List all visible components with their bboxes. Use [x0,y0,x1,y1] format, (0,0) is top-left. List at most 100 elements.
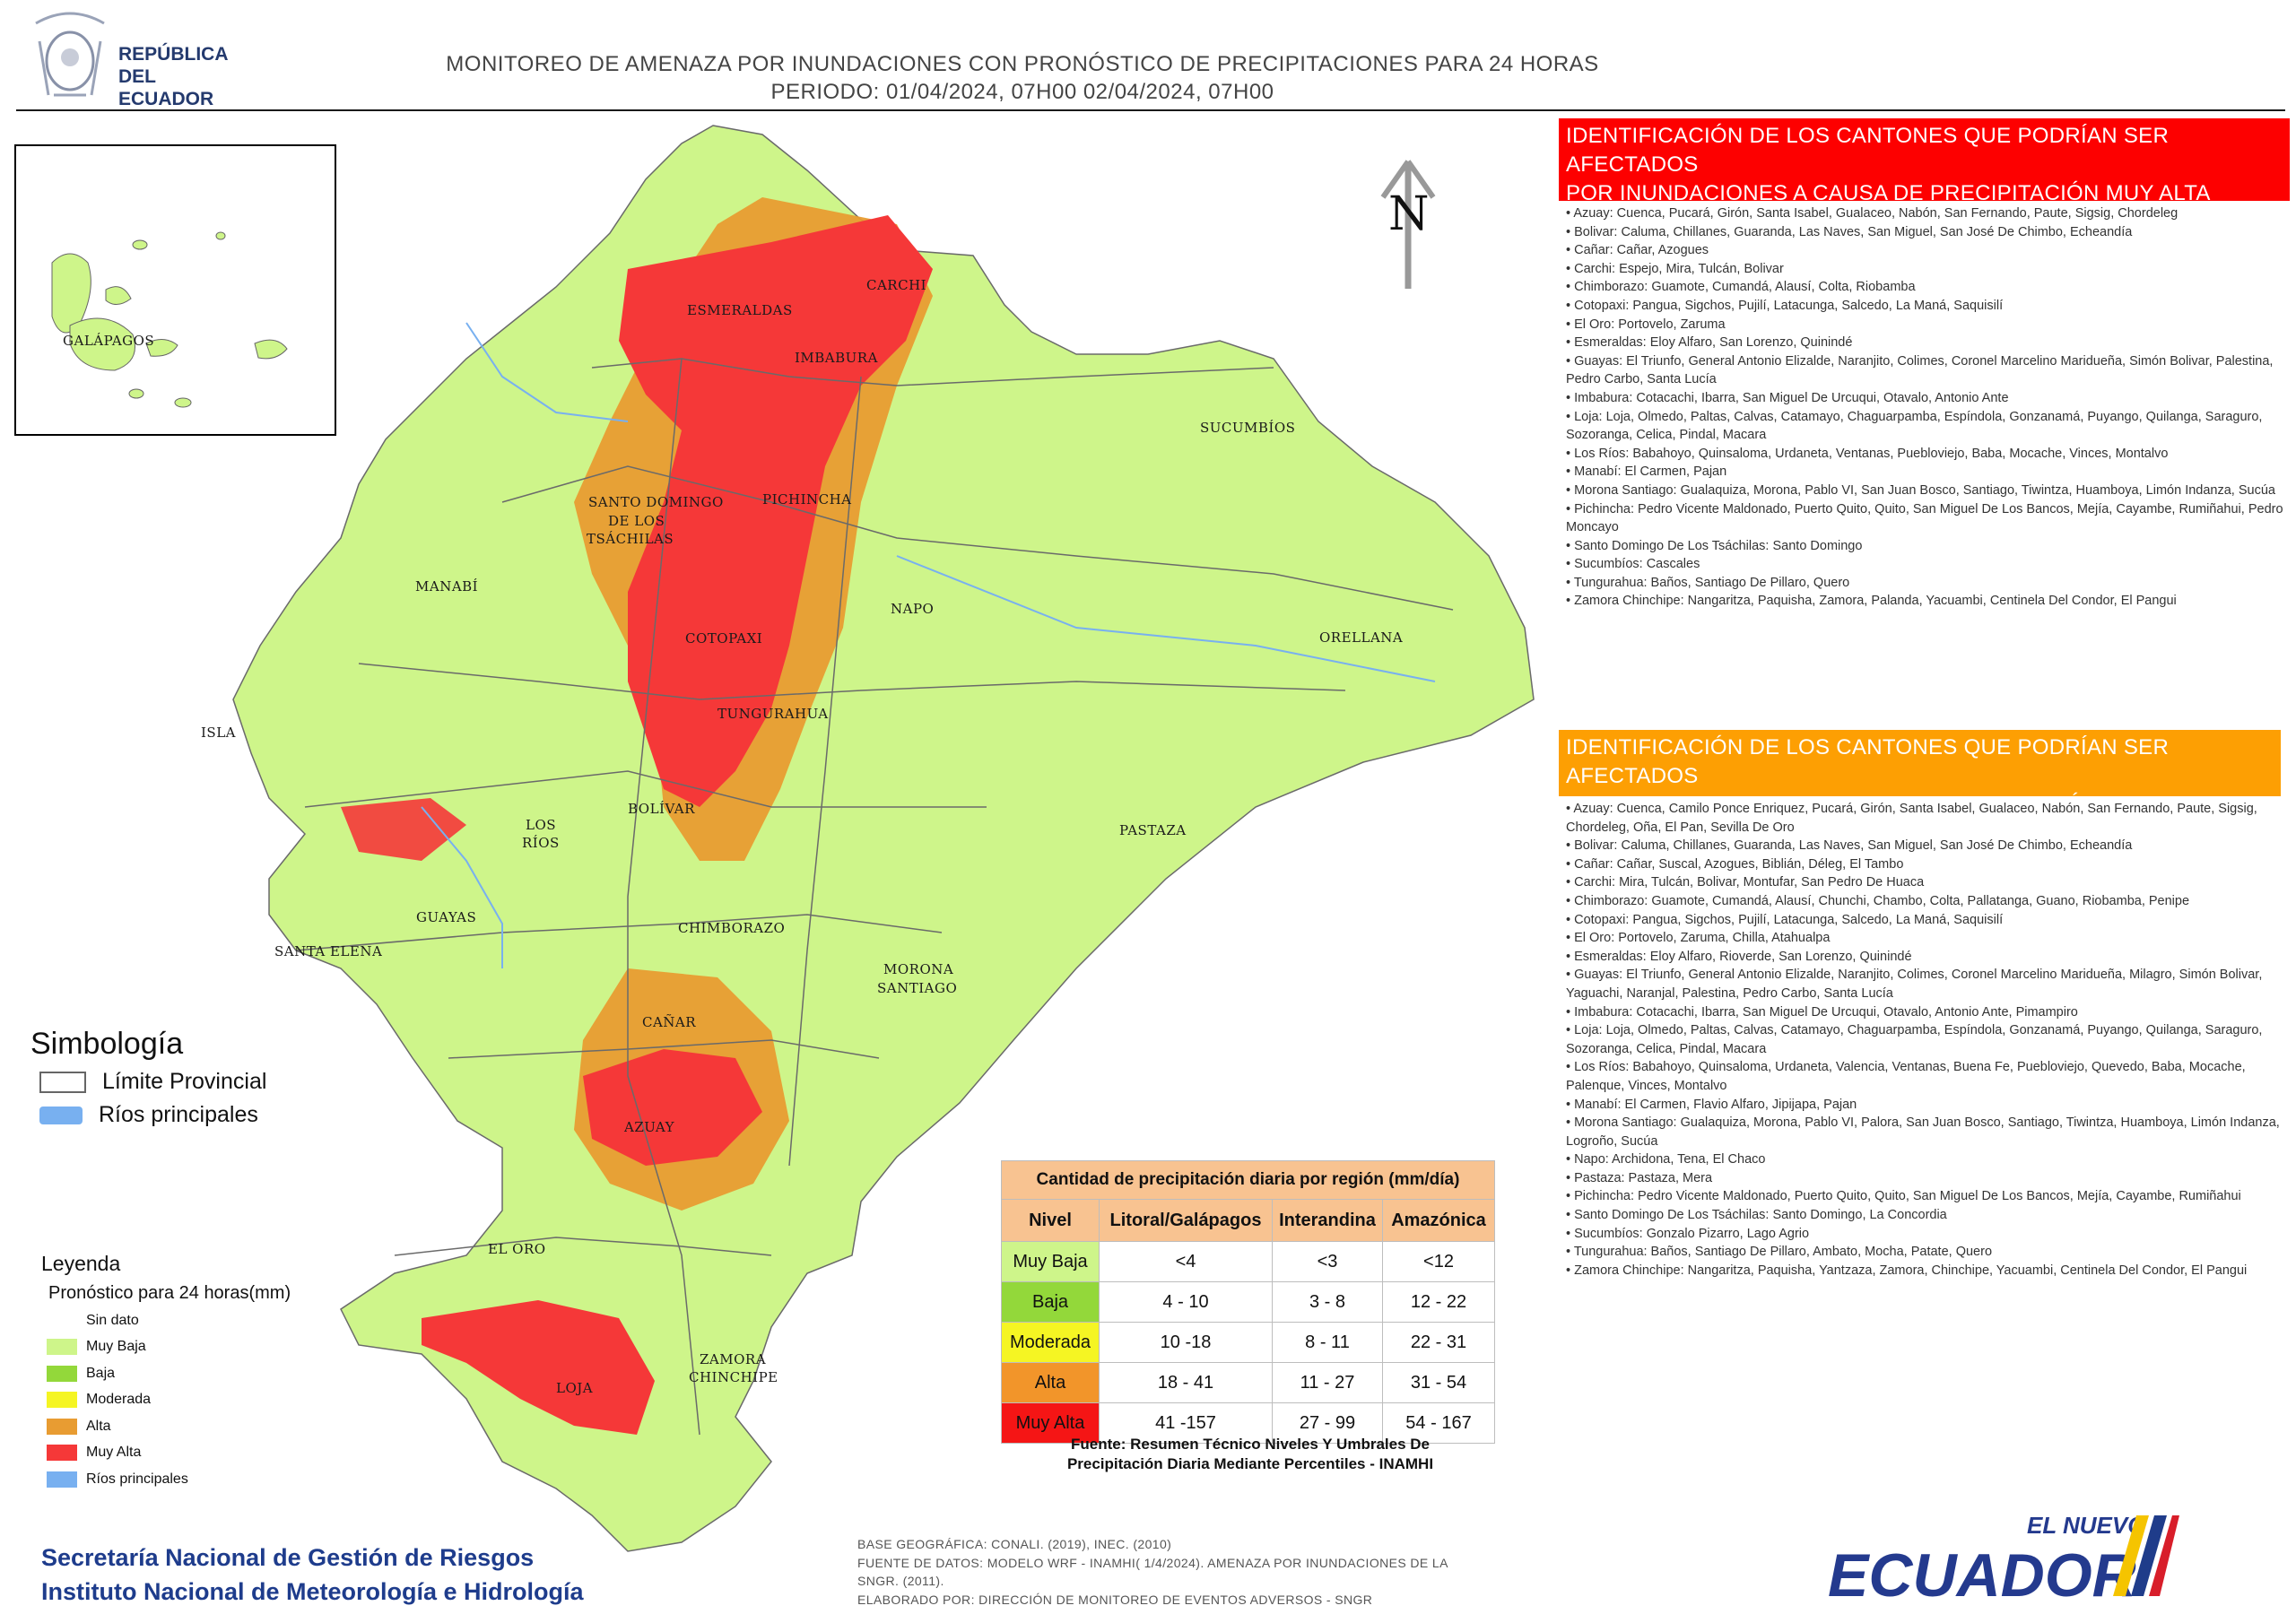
muy-alta-zone-north [619,215,933,807]
table-cell: 41 -157 [1099,1402,1273,1444]
map-title: MONITOREO DE AMENAZA POR INUNDACIONES CO… [446,52,1599,76]
table-caption: Cantidad de precipitación diaria por reg… [1001,1160,1495,1200]
table-source: Fuente: Resumen Técnico Niveles Y Umbral… [1001,1435,1500,1474]
canton-list-item: Carchi: Mira, Tulcán, Bolivar, Montufar,… [1566,873,2281,892]
table-level-cell: Muy Alta [1001,1402,1100,1444]
table-cell: <3 [1272,1241,1383,1282]
label-napo: NAPO [891,601,934,617]
label-santa-elena: SANTA ELENA [274,943,382,959]
legend: Leyenda Pronóstico para 24 horas(mm) Sin… [41,1252,291,1493]
canton-list-item: Azuay: Cuenca, Camilo Ponce Enriquez, Pu… [1566,800,2281,837]
canton-list-item: Morona Santiago: Gualaquiza, Morona, Pab… [1566,1114,2281,1150]
table-source-line-1: Fuente: Resumen Técnico Niveles Y Umbral… [1071,1436,1430,1453]
table-level-cell: Moderada [1001,1322,1100,1363]
symbology-label: Límite Provincial [102,1069,267,1094]
muy-alta-zone-loja [422,1300,655,1435]
table-cell: 18 - 41 [1099,1362,1273,1403]
map-header: MONITOREO DE AMENAZA POR INUNDACIONES CO… [395,50,1650,106]
legend-item: Sin dato [47,1307,291,1334]
legend-item: Muy Baja [47,1334,291,1361]
label-el-oro: EL ORO [488,1241,546,1257]
table-row: Moderada 10 -18 8 - 11 22 - 31 [1001,1322,1495,1363]
label-loja: LOJA [556,1380,593,1396]
muy-alta-title-line-1: IDENTIFICACIÓN DE LOS CANTONES QUE PODRÍ… [1566,124,2170,177]
el-nuevo-ecuador-logo: EL NUEVO ECUADOR [1821,1506,2179,1614]
canton-list-item: Loja: Loja, Olmedo, Paltas, Calvas, Cata… [1566,1021,2281,1058]
table-cell: <4 [1099,1241,1273,1282]
precipitation-thresholds-table: Cantidad de precipitación diaria por reg… [1001,1160,1495,1444]
legend-swatch [47,1365,77,1382]
table-row: Muy Alta 41 -157 27 - 99 54 - 167 [1001,1402,1495,1444]
flag-stripe-yellow [2113,1515,2149,1596]
coat-of-arms-icon [35,12,105,97]
muy-alta-zone-los-rios [341,798,466,861]
logo-line-1: REPÚBLICA [118,44,229,65]
canton-list-item: Cotopaxi: Pangua, Sigchos, Pujilí, Latac… [1566,911,2281,930]
table-cell: 3 - 8 [1272,1281,1383,1323]
canton-list-item: Zamora Chinchipe: Nangaritza, Paquisha, … [1566,592,2290,611]
main-rivers [421,322,1436,968]
island-9 [128,388,144,399]
ecuador-mainland [232,125,1535,1552]
legend-swatch [47,1418,77,1435]
alta-cantons-panel: IDENTIFICACIÓN DE LOS CANTONES QUE PODRÍ… [1559,730,2281,1280]
label-los-rios-2: RÍOS [522,835,560,851]
table-cell: 11 - 27 [1272,1362,1383,1403]
table-header: Interandina [1272,1199,1383,1242]
label-canar: CAÑAR [642,1014,696,1030]
canton-list-item: Santo Domingo De Los Tsáchilas: Santo Do… [1566,1206,2281,1225]
legend-label: Ríos principales [86,1471,188,1487]
table-cell: 27 - 99 [1272,1402,1383,1444]
logo-big-text: ECUADOR [1828,1541,2136,1610]
label-bolivar: BOLÍVAR [628,801,695,817]
label-imbabura: IMBABURA [795,350,878,366]
table-row: Muy Baja <4 <3 <12 [1001,1241,1495,1282]
logo-small-text: EL NUEVO [2027,1512,2145,1539]
canton-list-item: Chimborazo: Guamote, Cumandá, Alausí, Co… [1566,278,2290,297]
legend-items: Sin dato Muy Baja Baja Moderada Alta Muy Alta… [41,1307,291,1493]
canton-list-item: Sucumbíos: Gonzalo Pizarro, Lago Agrio [1566,1225,2281,1244]
table-cell: 31 - 54 [1382,1362,1495,1403]
table-header: Amazónica [1382,1199,1495,1242]
canton-list-item: Bolivar: Caluma, Chillanes, Guaranda, La… [1566,223,2290,242]
canton-list-item: Esmeraldas: Eloy Alfaro, Rioverde, San L… [1566,948,2281,967]
organizations: Secretaría Nacional de Gestión de Riesgo… [41,1541,584,1609]
table-cell: 22 - 31 [1382,1322,1495,1363]
ref-line: BASE GEOGRÁFICA: CONALI. (2019), INEC. (… [857,1537,1172,1551]
legend-item: Baja [47,1360,291,1387]
label-guayas: GUAYAS [416,909,476,925]
canton-list-item: Morona Santiago: Gualaquiza, Morona, Pab… [1566,482,2290,500]
org-sngr: Secretaría Nacional de Gestión de Riesgo… [41,1544,535,1571]
legend-swatch [47,1471,77,1488]
legend-title: Leyenda [41,1252,121,1275]
table-body: Muy Baja <4 <3 <12 Baja 4 - 10 3 - 8 12 - 22 Mod… [1001,1241,1495,1444]
symbology-item: Límite Provincial [39,1069,266,1095]
province-labels: ESMERALDAS CARCHI IMBABURA SUCUMBÍOS SAN… [201,277,1403,1396]
label-orellana: ORELLANA [1319,629,1403,646]
label-santo-domingo-1: SANTO DOMINGO [588,494,724,510]
label-zamora-2: CHINCHIPE [689,1369,778,1385]
ref-line: FUENTE DE DATOS: MODELO WRF - INAMHI( 1/… [857,1555,1448,1570]
table-header-row: Nivel Litoral/Galápagos Interandina Amaz… [1001,1199,1495,1242]
table-row: Baja 4 - 10 3 - 8 12 - 22 [1001,1281,1495,1323]
north-label: N [1388,187,1430,241]
label-azuay: AZUAY [623,1119,675,1135]
legend-swatch [47,1445,77,1462]
island-7 [215,231,226,240]
canton-list-item: Tungurahua: Baños, Santiago De Pillaro, … [1566,574,2290,593]
legend-label: Muy Baja [86,1339,146,1355]
label-morona-1: MORONA [883,961,953,977]
el-nuevo-ecuador-logo-graphic: EL NUEVO ECUADOR [1828,1512,2179,1610]
canton-list-item: Cotopaxi: Pangua, Sigchos, Pujilí, Latac… [1566,297,2290,316]
canton-list-item: Loja: Loja, Olmedo, Paltas, Calvas, Cata… [1566,408,2290,445]
label-santo-domingo-2: DE LOS [608,513,665,529]
legend-label: Moderada [86,1392,152,1408]
san-cristobal-island [254,339,288,360]
alta-cantons-list: Azuay: Cuenca, Camilo Ponce Enriquez, Pu… [1566,800,2281,1280]
north-arrow: N [1372,154,1444,302]
label-sucumbios: SUCUMBÍOS [1200,420,1295,436]
galapagos-label: GALÁPAGOS [63,333,154,349]
canton-list-item: Pastaza: Pastaza, Mera [1566,1169,2281,1188]
republica-del-ecuador-logo: REPÚBLICA DEL ECUADOR [27,5,251,111]
province-limit-swatch [39,1071,86,1093]
